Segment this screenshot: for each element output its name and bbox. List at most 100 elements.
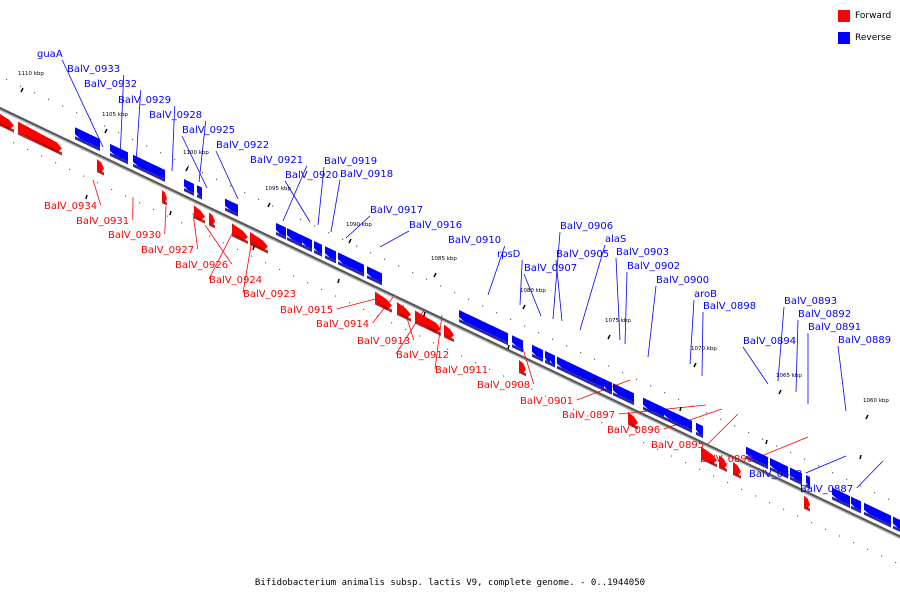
track-dot <box>552 338 554 340</box>
reverse-gene <box>643 397 664 420</box>
reverse-swatch <box>838 32 850 44</box>
reverse-gene <box>133 154 165 183</box>
track-dot <box>356 245 358 247</box>
reverse-gene <box>604 379 612 395</box>
forward-gene <box>628 411 638 430</box>
track-dot <box>321 288 323 290</box>
forward-gene-label-leader <box>204 224 233 265</box>
forward-gene-label: BalV_0915 <box>280 305 333 316</box>
forward-gene-label: BalV_0923 <box>243 289 296 300</box>
track-dot <box>146 145 148 147</box>
track-dot <box>244 192 246 194</box>
forward-gene-label: BalV_0911 <box>435 365 488 376</box>
reverse-gene-label: BalV_0928 <box>149 110 202 121</box>
reverse-gene <box>664 407 692 433</box>
forward-gene <box>0 113 14 133</box>
backbone-shadow <box>0 108 900 540</box>
track-dot <box>83 175 85 177</box>
reverse-gene-label: BalV_0918 <box>340 169 393 180</box>
genome-caption: Bifidobacterium animalis subsp. lactis V… <box>254 578 646 588</box>
track-dot <box>405 328 407 330</box>
reverse-gene <box>75 127 100 152</box>
track-dot <box>783 508 785 510</box>
track-dot <box>811 522 813 524</box>
tick-mark <box>267 202 271 208</box>
reverse-gene <box>613 383 634 406</box>
forward-gene <box>194 205 205 224</box>
track-dot <box>48 98 50 101</box>
reverse-gene <box>338 252 364 277</box>
track-dot <box>874 492 876 494</box>
track-dot <box>545 395 547 397</box>
track-dot <box>69 168 71 171</box>
label-leaders <box>61 59 884 489</box>
track-dot <box>804 458 806 460</box>
reverse-gene <box>325 246 336 264</box>
reverse-gene-label-leader <box>198 120 207 183</box>
reverse-gene-label-leader <box>330 179 341 233</box>
track-dot <box>55 162 57 164</box>
reverse-gene-label: BalV_0929 <box>118 95 171 106</box>
reverse-gene-label: BalV_0922 <box>216 140 269 151</box>
track-dot <box>97 182 99 184</box>
track-dot <box>587 415 589 417</box>
forward-gene-label: BalV_0924 <box>209 275 262 286</box>
track-dot <box>860 485 862 487</box>
tick-mark <box>607 334 611 340</box>
reverse-gene-label: BalV_0888 <box>749 469 802 480</box>
forward-gene-label: BalV_0934 <box>44 201 97 212</box>
reverse-gene-label-leader <box>61 59 104 148</box>
forward-gene-label-leader <box>208 229 235 280</box>
legend-reverse-label: Reverse <box>855 33 892 43</box>
reverse-gene-label: guaA <box>37 49 63 60</box>
reverse-gene-label: aroB <box>694 289 717 300</box>
legend: Forward Reverse <box>838 9 891 53</box>
track-dot <box>769 502 771 504</box>
reverse-gene <box>746 446 768 470</box>
track-dot <box>678 398 680 400</box>
reverse-gene <box>864 502 891 528</box>
reverse-gene-label-leader <box>552 231 561 320</box>
tick-label: 1080 kbp <box>520 288 546 294</box>
reverse-gene <box>806 475 810 490</box>
track-dot <box>342 238 344 240</box>
reverse-gene-label-leader <box>119 74 125 160</box>
track-dot <box>461 355 463 357</box>
reverse-gene-label-leader <box>689 299 695 365</box>
reverse-gene-label-leader <box>215 150 239 200</box>
reverse-gene-label: BalV_0892 <box>798 309 851 320</box>
forward-gene-label: BalV_0931 <box>76 216 129 227</box>
track-dot <box>797 515 799 517</box>
tick-mark <box>765 439 768 445</box>
track-dot <box>139 202 141 204</box>
track-dot <box>475 362 477 364</box>
track-dot <box>174 158 176 161</box>
tick-label: 1100 kbp <box>183 150 209 156</box>
reverse-gene-label: BalV_0900 <box>656 275 709 286</box>
forward-gene-label-leader <box>434 314 443 370</box>
track-dot <box>895 562 897 564</box>
track-dot <box>426 278 428 280</box>
tick-label: 1105 kbp <box>102 112 128 118</box>
reverse-gene-label: BalV_0910 <box>448 235 501 246</box>
track-dot <box>363 308 365 310</box>
reverse-gene-label: BalV_0916 <box>409 220 462 231</box>
track-dot <box>601 422 603 424</box>
reverse-gene-label-leader <box>856 460 884 489</box>
forward-gene <box>209 212 215 229</box>
reverse-gene <box>314 240 322 257</box>
track-dot <box>713 475 715 477</box>
track-dot <box>188 165 190 167</box>
track-dot <box>643 442 645 444</box>
reverse-gene <box>302 235 312 253</box>
track-dot <box>230 185 232 187</box>
track-dot <box>440 285 442 287</box>
reverse-gene-label-leader <box>135 89 142 165</box>
track-dot <box>76 112 78 114</box>
reverse-gene-label: BalV_0887 <box>800 484 853 495</box>
tick-label: 1060 kbp <box>863 398 889 404</box>
tick-mark <box>859 454 862 460</box>
reverse-gene-label: rpsD <box>497 249 521 260</box>
tick-label: 1065 kbp <box>776 373 802 379</box>
legend-reverse: Reverse <box>838 31 891 45</box>
